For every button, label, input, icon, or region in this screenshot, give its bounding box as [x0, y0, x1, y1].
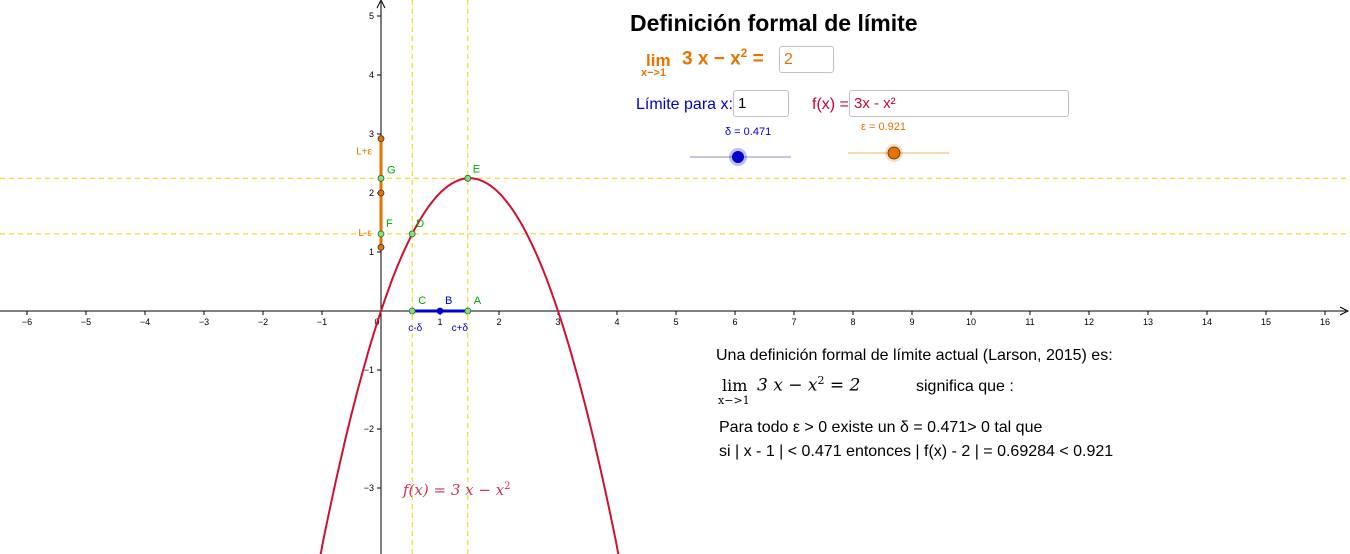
delta-slider-handle[interactable] — [732, 151, 744, 163]
y-tick-label: 5 — [369, 11, 374, 21]
y-tick-label: −3 — [364, 483, 374, 493]
epsilon-endpoint[interactable] — [377, 243, 385, 251]
function-curve-label: f(x) = 3 x − x2 — [403, 481, 511, 499]
formula-subscript: x−>1 — [718, 394, 750, 407]
function-curve-label-body: f(x) = 3 x − x — [403, 481, 505, 499]
x-tick-label: 9 — [909, 317, 914, 327]
x-tick-label: 6 — [732, 317, 737, 327]
formula-result: = 2 — [824, 375, 861, 396]
formula-expression-body: 3 x − x — [757, 375, 818, 396]
x-tick-label: −3 — [199, 317, 209, 327]
formula-exponent: 2 — [817, 374, 825, 387]
x-tick-label: −1 — [317, 317, 327, 327]
point-a[interactable] — [464, 307, 472, 315]
delta-slider-label: δ = 0.471 — [725, 126, 772, 138]
x-tick-label: 14 — [1202, 317, 1212, 327]
point-label-a: A — [474, 295, 482, 307]
limit-exponent: 2 — [740, 46, 748, 60]
sliders-layer[interactable] — [690, 144, 949, 166]
x-limit-input[interactable] — [733, 90, 789, 117]
point-label-e: E — [473, 163, 480, 175]
epsilon-endpoint[interactable] — [377, 135, 385, 143]
point-c[interactable] — [408, 307, 416, 315]
c-minus-delta-label: c-δ — [408, 323, 422, 334]
x-tick-label: 2 — [496, 317, 501, 327]
x-tick-label: 3 — [555, 317, 560, 327]
point-f[interactable] — [377, 230, 385, 238]
x-tick-label: 4 — [614, 317, 619, 327]
y-tick-label: 3 — [369, 129, 374, 139]
y-axis-arrow — [376, 0, 386, 9]
x-tick-label: 7 — [791, 317, 796, 327]
x-tick-label: −5 — [81, 317, 91, 327]
point-b[interactable] — [436, 307, 444, 315]
x-tick-label: 1 — [437, 317, 442, 327]
point-label-c: C — [418, 295, 426, 307]
limit-value-field[interactable] — [779, 46, 834, 73]
y-tick-label: −1 — [364, 365, 374, 375]
l-plus-epsilon-label: L+ε — [356, 147, 372, 158]
x-tick-label: 16 — [1320, 317, 1330, 327]
formula-lim: lim — [722, 376, 748, 395]
y-tick-label: 4 — [369, 70, 374, 80]
definition-line-condition: si | x - 1 | < 0.471 entonces | f(x) - 2… — [719, 443, 1114, 460]
point-label-g: G — [387, 164, 396, 176]
x-tick-label: −6 — [22, 317, 32, 327]
c-plus-delta-label: c+δ — [452, 323, 469, 334]
epsilon-endpoint[interactable] — [377, 189, 385, 197]
y-tick-label: 2 — [369, 188, 374, 198]
x-tick-label: 12 — [1084, 317, 1094, 327]
point-label-d: D — [416, 218, 424, 230]
page-title: Definición formal de límite — [630, 10, 918, 36]
x-tick-label: −4 — [140, 317, 150, 327]
x-axis-arrow — [1339, 306, 1350, 316]
point-g[interactable] — [377, 174, 385, 182]
function-input[interactable] — [849, 90, 1069, 117]
point-label-f: F — [386, 218, 393, 230]
formula-expression: 3 x − x2 = 2 — [757, 374, 860, 396]
x-limit-label: Límite para x: — [636, 96, 733, 113]
x-tick-label: −2 — [258, 317, 268, 327]
x-tick-label: 10 — [966, 317, 976, 327]
limit-equals: = — [752, 48, 764, 70]
x-tick-label: 11 — [1025, 317, 1034, 327]
limit-lim-word: lim — [646, 51, 671, 70]
definition-line-epsilon-delta: Para todo ε > 0 existe un δ = 0.471> 0 t… — [719, 419, 1043, 436]
y-tick-label: −2 — [364, 424, 374, 434]
x-tick-label: 15 — [1261, 317, 1271, 327]
limit-expression-body: 3 x − x — [682, 48, 741, 70]
function-label: f(x) = — [812, 96, 849, 113]
epsilon-slider-label: ε = 0.921 — [861, 121, 906, 133]
y-tick-label: 1 — [369, 247, 374, 257]
definition-intro: Una definición formal de límite actual (… — [716, 347, 1113, 364]
points-layer[interactable]: A B C D E F G — [377, 135, 482, 315]
x-tick-label: 8 — [850, 317, 855, 327]
point-e[interactable] — [464, 174, 472, 182]
limit-subscript: x−>1 — [641, 67, 667, 79]
point-d[interactable] — [408, 230, 416, 238]
limit-expression: 3 x − x2 = — [682, 46, 764, 70]
l-minus-epsilon-label: L-ε — [358, 228, 372, 239]
function-curve-label-exponent: 2 — [504, 481, 511, 492]
definition-significa: significa que : — [916, 378, 1014, 395]
x-tick-label: 13 — [1143, 317, 1153, 327]
epsilon-slider-handle[interactable] — [887, 146, 901, 160]
x-tick-label: 5 — [673, 317, 678, 327]
point-label-b: B — [445, 295, 452, 307]
